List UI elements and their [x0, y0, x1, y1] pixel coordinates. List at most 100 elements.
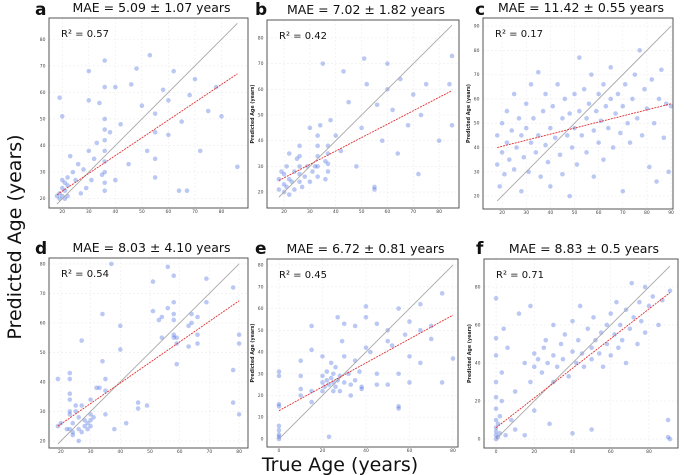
data-point	[364, 81, 370, 87]
data-point	[608, 96, 614, 102]
data-point	[298, 373, 304, 379]
data-point	[123, 420, 129, 426]
data-point	[58, 420, 64, 426]
data-point	[354, 164, 359, 169]
y-tick-label: 30	[40, 170, 46, 176]
data-point	[341, 321, 347, 327]
data-point	[88, 412, 93, 417]
data-point	[64, 426, 70, 432]
data-point	[528, 379, 533, 385]
data-point	[591, 315, 596, 320]
regression-line	[278, 90, 453, 181]
x-tick-label: 80	[450, 448, 456, 454]
data-point	[85, 420, 90, 426]
plot-frame	[266, 19, 460, 209]
data-point	[396, 371, 401, 377]
data-point	[187, 92, 192, 98]
data-point	[103, 412, 108, 417]
data-point	[281, 171, 287, 177]
data-point	[531, 351, 537, 356]
data-point	[396, 306, 401, 311]
data-point	[570, 349, 575, 354]
data-point	[112, 426, 117, 432]
data-point	[147, 52, 153, 58]
data-point	[348, 382, 354, 387]
x-tick-label: 40	[547, 210, 553, 216]
data-point	[497, 413, 503, 419]
data-point	[639, 318, 644, 324]
data-point	[363, 304, 369, 309]
data-point	[361, 56, 367, 61]
data-point	[102, 137, 108, 143]
data-point	[499, 398, 505, 404]
data-point	[338, 148, 344, 154]
y-tick-label: 40	[258, 138, 264, 144]
data-point	[519, 133, 524, 138]
data-point	[89, 177, 94, 183]
data-point	[298, 358, 304, 364]
data-point	[67, 426, 73, 432]
data-point	[620, 103, 626, 109]
data-point	[528, 82, 534, 87]
data-point	[197, 148, 203, 154]
x-tick-label: 60	[177, 449, 183, 455]
x-tick-label: 20	[281, 209, 287, 215]
data-point	[668, 103, 674, 109]
data-point	[418, 327, 423, 333]
x-tick-label: 40	[333, 209, 339, 215]
x-tick-label: 80	[436, 209, 442, 215]
data-point	[660, 297, 665, 303]
data-point	[97, 100, 102, 106]
data-point	[569, 145, 575, 150]
data-point	[310, 169, 315, 174]
data-point	[396, 406, 401, 411]
data-point	[450, 356, 456, 361]
data-point	[102, 169, 108, 175]
data-point	[374, 382, 380, 387]
data-point	[619, 337, 625, 343]
data-point	[560, 116, 565, 121]
data-point	[608, 311, 614, 316]
data-point	[665, 434, 671, 440]
data-point	[179, 119, 184, 124]
data-point	[577, 303, 583, 309]
data-point	[67, 409, 73, 414]
panels: 20 30 40 50 60 70 80 20 30 40 50 60 70 80 a MAE = 5.09 …	[35, 0, 679, 455]
x-tick-label: 50	[147, 449, 153, 455]
data-point	[276, 401, 282, 407]
data-point	[328, 360, 334, 366]
panel-f: 0 20 40 60 80 0 20 40 60 80 f MAE = 8.83 ± 0.5 year…	[467, 239, 679, 455]
data-point	[346, 99, 351, 105]
data-point	[363, 345, 369, 350]
plot-frame	[48, 257, 249, 449]
x-tick-label: 70	[620, 210, 626, 216]
data-point	[511, 167, 517, 172]
data-point	[174, 361, 180, 367]
data-point	[171, 332, 177, 338]
data-point	[91, 415, 96, 420]
data-point	[596, 140, 601, 145]
data-point	[113, 177, 118, 183]
y-tick-label: 60	[258, 87, 264, 93]
data-point	[102, 84, 108, 90]
data-point	[166, 132, 171, 138]
data-point	[584, 150, 589, 155]
data-point	[144, 148, 150, 154]
identity-line	[278, 264, 454, 440]
x-tick-label: 60	[407, 448, 413, 454]
data-point	[65, 183, 70, 188]
figure-y-axis-label: Predicted Age (years)	[4, 134, 26, 339]
y-axis-label: Predicted Age (years)	[466, 84, 472, 143]
data-point	[320, 388, 325, 394]
data-point	[312, 164, 318, 169]
data-point	[368, 349, 373, 355]
x-tick-label: 40	[112, 209, 118, 215]
data-point	[526, 169, 531, 175]
data-point	[547, 421, 552, 427]
data-point	[284, 184, 289, 190]
data-point	[159, 314, 165, 320]
data-point	[608, 353, 614, 358]
data-point	[335, 314, 341, 320]
data-point	[551, 353, 556, 358]
data-point	[219, 114, 224, 119]
